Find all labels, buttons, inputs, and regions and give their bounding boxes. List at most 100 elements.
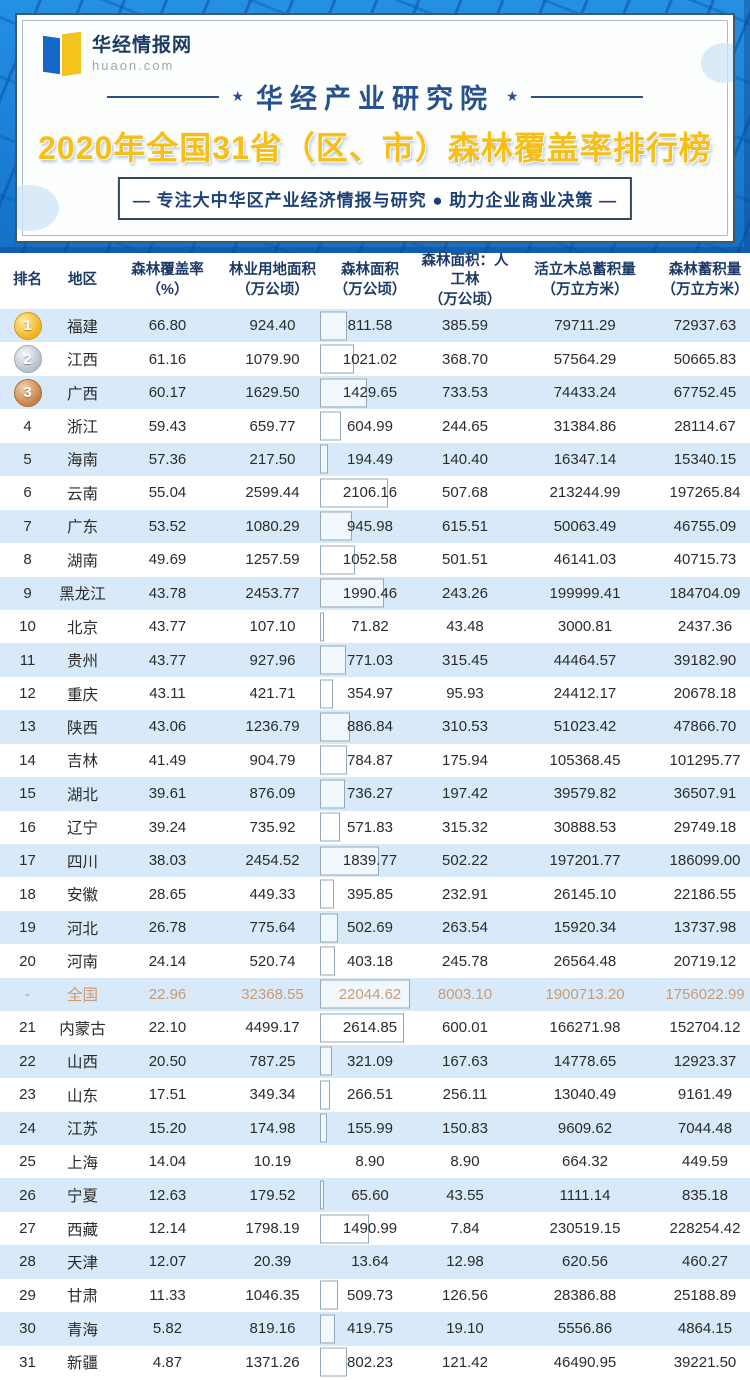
region-cell: 四川	[66, 853, 98, 871]
value-cell: 22.10	[148, 1019, 187, 1037]
value-cell: 403.18	[320, 944, 420, 977]
rank-cell: 4	[23, 417, 32, 435]
value-cell: 31384.86	[553, 417, 617, 435]
value-cell: 41.49	[148, 751, 187, 769]
value-cell: 175.94	[442, 751, 488, 769]
value-cell: 28114.67	[674, 417, 736, 435]
value-cell: 571.83	[320, 811, 420, 844]
value-cell: 43.48	[446, 618, 484, 636]
table-row: 2 江西 61.16 1079.90 1021.02 368.70 57564.29 5066…	[0, 342, 750, 375]
value-cell: 7044.48	[677, 1119, 733, 1137]
column-header: 森林面积 （万公顷）	[333, 262, 407, 298]
value-cell: 26145.10	[553, 885, 617, 903]
region-cell: 河北	[66, 920, 98, 938]
region-cell: 安徽	[66, 887, 98, 905]
value-cell: 43.11	[149, 685, 186, 703]
value-cell: 46141.03	[553, 551, 617, 569]
rank-cell: 27	[19, 1220, 36, 1238]
value-cell: 2599.44	[245, 484, 300, 502]
value-cell: 72937.63	[673, 317, 737, 335]
value-cell: 20.50	[148, 1052, 187, 1070]
value-cell: 256.11	[442, 1086, 488, 1104]
value-cell: 46755.09	[673, 517, 737, 535]
value-cell: 228254.42	[669, 1220, 741, 1238]
value-cell: 520.74	[249, 952, 296, 970]
value-cell: 101295.77	[669, 751, 741, 769]
value-cell: 15920.34	[553, 919, 617, 937]
value-cell: 13.64	[351, 1253, 389, 1271]
forest-area-bar	[320, 1013, 404, 1043]
forest-area-bar	[320, 846, 379, 876]
table-row: 11 贵州 43.77 927.96 771.03 315.45 44464.57 39182…	[0, 643, 750, 677]
value-cell: 368.70	[442, 350, 488, 368]
table-row: 26 宁夏 12.63 179.52 65.60 43.55 1111.14 835.18	[0, 1178, 750, 1212]
rank-cell: 14	[19, 751, 36, 769]
value-cell: 66.80	[148, 317, 187, 335]
value-cell: 802.23	[320, 1346, 420, 1379]
rank-cell: 15	[19, 785, 36, 803]
value-cell: 2106.16	[320, 476, 420, 509]
column-header: 排名	[13, 272, 42, 289]
forest-area-bar	[320, 411, 341, 441]
value-cell: 49.69	[148, 551, 187, 569]
value-cell: 57564.29	[553, 350, 617, 368]
forest-area-bar	[320, 444, 328, 474]
region-cell: 云南	[66, 485, 98, 503]
value-cell: 12.14	[148, 1220, 187, 1238]
value-cell: 1756022.99	[665, 985, 745, 1003]
table-row: 22 山西 20.50 787.25 321.09 167.63 14778.65 12923…	[0, 1044, 750, 1079]
value-cell: 1429.65	[320, 376, 420, 409]
rank-cell: 7	[23, 517, 32, 535]
value-cell: 26.78	[148, 919, 187, 937]
value-cell: 20719.12	[673, 952, 737, 970]
value-cell: 13040.49	[553, 1086, 617, 1104]
value-cell: 4.87	[152, 1353, 183, 1371]
forest-area-bar	[320, 879, 334, 909]
column-header: 活立木总蓄积量 （万立方米）	[534, 262, 636, 298]
value-cell: 28386.88	[553, 1286, 617, 1304]
value-cell: 57.36	[148, 450, 187, 468]
value-cell: 1080.29	[245, 517, 300, 535]
value-cell: 16347.14	[553, 450, 617, 468]
forest-area-bar	[320, 578, 384, 608]
table-row: 23 山东 17.51 349.34 266.51 256.11 13040.49 9161.…	[0, 1078, 750, 1111]
value-cell: 2454.52	[245, 852, 300, 870]
value-cell: 15340.15	[673, 450, 737, 468]
value-cell: 39.61	[148, 785, 187, 803]
value-cell: 95.93	[446, 685, 484, 703]
brand-name: 华经情报网	[92, 35, 193, 56]
rank-cell: 25	[19, 1153, 36, 1171]
value-cell: 152704.12	[669, 1019, 741, 1037]
value-cell: 4864.15	[677, 1320, 733, 1338]
value-cell: 9609.62	[557, 1119, 613, 1137]
value-cell: 59.43	[148, 417, 187, 435]
forest-area-bar	[320, 679, 333, 709]
value-cell: 449.33	[249, 885, 296, 903]
region-cell: 内蒙古	[59, 1020, 106, 1038]
value-cell: 501.51	[442, 551, 488, 569]
value-cell: 230519.15	[549, 1220, 621, 1238]
forest-area-bar	[320, 1080, 330, 1110]
value-cell: 55.04	[148, 484, 187, 502]
forest-area-bar	[320, 1180, 324, 1210]
value-cell: 67752.45	[673, 384, 737, 402]
rank-cell: 16	[19, 818, 36, 836]
value-cell: 321.09	[320, 1045, 420, 1078]
value-cell: 1079.90	[245, 350, 300, 368]
value-cell: 819.16	[249, 1320, 296, 1338]
value-cell: 26564.48	[553, 952, 617, 970]
forest-area-bar	[320, 1314, 335, 1344]
column-header: 地区	[68, 272, 97, 289]
value-cell: 736.27	[320, 777, 420, 810]
region-cell: 吉林	[66, 753, 98, 771]
tagline-text: — 专注大中华区产业经济情报与研究 ● 助力企业商业决策 —	[132, 191, 618, 210]
value-cell: 266.51	[320, 1078, 420, 1111]
value-cell: 419.75	[320, 1312, 420, 1345]
region-cell: 海南	[66, 452, 98, 470]
value-cell: 10.19	[253, 1153, 292, 1171]
region-cell: 西藏	[66, 1221, 98, 1239]
table-row: 30 青海 5.82 819.16 419.75 19.10 5556.86 4864.15	[0, 1312, 750, 1346]
table-row: 4 浙江 59.43 659.77 604.99 244.65 31384.86 28114.…	[0, 409, 750, 442]
value-cell: 771.03	[320, 643, 420, 676]
value-cell: 213244.99	[549, 484, 621, 502]
